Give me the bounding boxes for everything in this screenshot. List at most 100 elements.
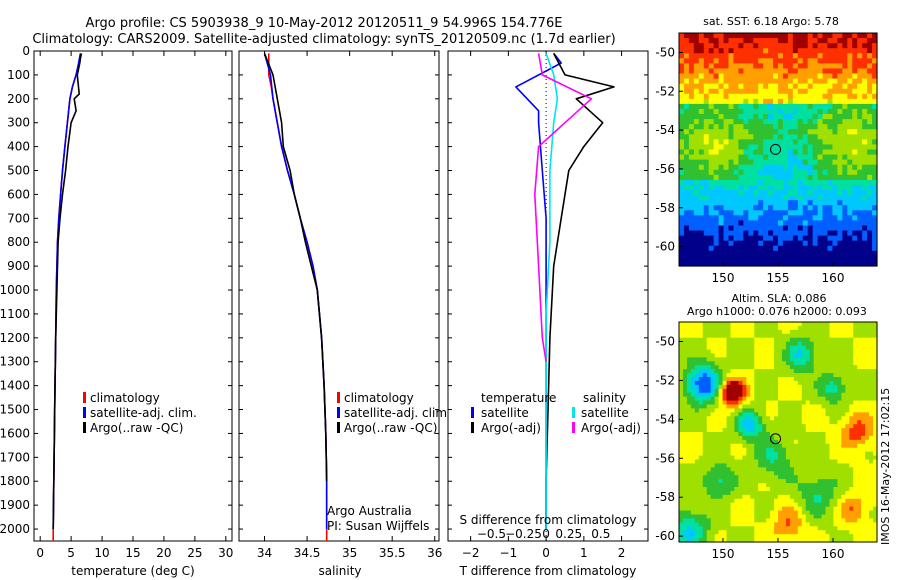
heatmap-cell — [797, 164, 804, 171]
heatmap-cell — [686, 538, 692, 543]
heatmap-cell — [809, 329, 815, 335]
heatmap-cell — [789, 408, 795, 413]
heatmap-cell — [748, 154, 754, 161]
heatmap-cell — [833, 530, 838, 535]
heatmap-cell — [801, 404, 807, 410]
heatmap-cell — [821, 333, 827, 339]
heatmap-cell — [718, 447, 724, 453]
heatmap-cell — [714, 432, 720, 437]
heatmap-cell — [829, 459, 835, 465]
heatmap-cell — [857, 129, 863, 135]
heatmap-cell — [754, 518, 759, 523]
heatmap-cell — [849, 408, 854, 413]
heatmap-cell — [865, 490, 870, 496]
heatmap-cell — [738, 250, 744, 257]
heatmap-cell — [694, 416, 700, 421]
heatmap-cell — [812, 58, 819, 64]
heatmap-cell — [787, 200, 794, 206]
heatmap-cell — [778, 108, 784, 115]
heatmap-cell — [849, 345, 854, 351]
heatmap-cell — [774, 487, 779, 492]
heatmap-cell — [821, 396, 827, 402]
heatmap-cell — [713, 119, 720, 125]
heatmap-cell — [770, 451, 775, 457]
heatmap-cell — [841, 329, 846, 335]
heatmap-cell — [690, 451, 696, 457]
heatmap-cell — [781, 357, 787, 362]
heatmap-cell — [750, 451, 755, 457]
heatmap-cell — [770, 522, 775, 527]
heatmap-cell — [694, 341, 700, 347]
heatmap-cell — [807, 33, 814, 39]
heatmap-cell — [722, 377, 728, 382]
heatmap-cell — [703, 58, 710, 64]
heatmap-cell — [805, 408, 811, 413]
salinity-lines — [263, 53, 328, 541]
heatmap-cell — [703, 73, 710, 80]
heatmap-cell — [763, 255, 769, 262]
heatmap-cell — [722, 443, 728, 449]
heatmap-cell — [683, 174, 690, 181]
heatmap-cell — [867, 119, 873, 125]
heatmap-cell — [774, 510, 779, 516]
heatmap-cell — [698, 451, 704, 457]
heatmap-cell — [845, 487, 850, 492]
heatmap-cell — [827, 164, 834, 171]
heatmap-cell — [686, 420, 692, 425]
heatmap-cell — [679, 73, 685, 80]
heatmap-cell — [829, 475, 835, 480]
map-x-tick-label: 160 — [822, 271, 845, 285]
heatmap-cell — [872, 159, 878, 166]
heatmap-cell — [833, 534, 838, 539]
heatmap-cell — [801, 428, 807, 433]
heatmap-cell — [789, 365, 795, 370]
heatmap-cell — [746, 322, 751, 327]
heatmap-cell — [842, 63, 848, 70]
heatmap-cell — [792, 255, 799, 262]
heatmap-cell — [833, 463, 838, 468]
heatmap-cell — [845, 514, 850, 520]
heatmap-cell — [682, 329, 688, 335]
heatmap-cell — [734, 506, 739, 512]
heatmap-cell — [738, 333, 743, 339]
heatmap-cell — [682, 479, 688, 484]
heatmap-cell — [718, 240, 725, 247]
heatmap-cell — [869, 494, 874, 500]
heatmap-cell — [710, 396, 716, 402]
heatmap-cell — [770, 325, 775, 331]
heatmap-cell — [842, 184, 848, 191]
heatmap-cell — [694, 369, 700, 374]
heatmap-cell — [849, 522, 854, 527]
heatmap-cell — [817, 144, 824, 151]
heatmap-cell — [785, 467, 791, 472]
heatmap-cell — [821, 380, 827, 386]
heatmap-cell — [738, 245, 744, 252]
heatmap-cell — [773, 134, 779, 140]
heatmap-cell — [734, 522, 739, 527]
heatmap-cell — [833, 455, 838, 461]
heatmap-cell — [738, 353, 743, 358]
heatmap-cell — [797, 471, 803, 476]
heatmap-cell — [686, 498, 692, 504]
heatmap-cell — [750, 463, 755, 468]
heatmap-cell — [683, 119, 690, 125]
heatmap-cell — [702, 345, 708, 351]
heatmap-cell — [832, 164, 838, 171]
heatmap-cell — [708, 114, 715, 120]
heatmap-cell — [763, 134, 769, 140]
heatmap-cell — [690, 404, 696, 410]
heatmap-cell — [812, 43, 819, 49]
heatmap-cell — [805, 530, 811, 535]
heatmap-cell — [690, 435, 696, 441]
heatmap-cell — [797, 93, 804, 100]
heatmap-cell — [842, 144, 848, 151]
heatmap-cell — [869, 506, 874, 512]
heatmap-cell — [754, 494, 759, 500]
heatmap-cell — [723, 53, 730, 59]
heatmap-cell — [773, 33, 779, 39]
heatmap-cell — [778, 329, 783, 335]
heatmap-cell — [733, 184, 739, 191]
heatmap-cell — [817, 373, 823, 378]
heatmap-cell — [841, 408, 846, 413]
heatmap-cell — [809, 526, 815, 531]
